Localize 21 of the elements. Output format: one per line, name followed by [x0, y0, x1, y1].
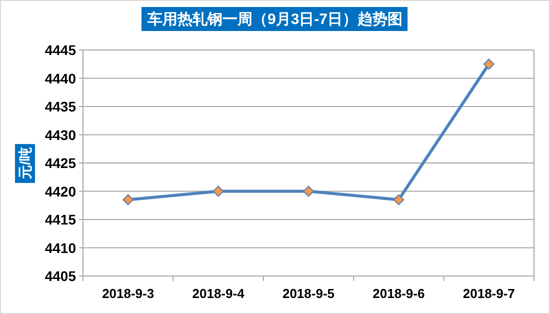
chart-title: 车用热轧钢一周（9月3日-7日）趋势图	[146, 10, 403, 28]
x-tick-label: 2018-9-4	[192, 286, 246, 301]
y-tick-label: 4435	[44, 98, 76, 114]
point	[483, 58, 494, 70]
y-axis-title: 元/吨	[17, 147, 33, 180]
y-tick-label: 4410	[44, 240, 76, 256]
x-tick-label: 2018-9-5	[282, 286, 335, 301]
y-tick-label: 4405	[44, 268, 76, 284]
y-tick-label: 4440	[44, 70, 76, 86]
x-tick-label: 2018-9-6	[372, 286, 425, 301]
y-tick-label: 4430	[44, 126, 76, 143]
x-tick-label: 2018-9-7	[462, 286, 515, 301]
point	[122, 194, 134, 206]
point	[212, 186, 224, 197]
y-tick-label: 4420	[44, 183, 76, 200]
point	[393, 194, 404, 206]
y-tick-label: 4415	[44, 212, 76, 228]
point	[303, 186, 314, 197]
y-tick-label: 4425	[44, 155, 76, 171]
y-tick-label: 4445	[44, 42, 76, 58]
x-tick-label: 2018-9-3	[102, 286, 154, 301]
